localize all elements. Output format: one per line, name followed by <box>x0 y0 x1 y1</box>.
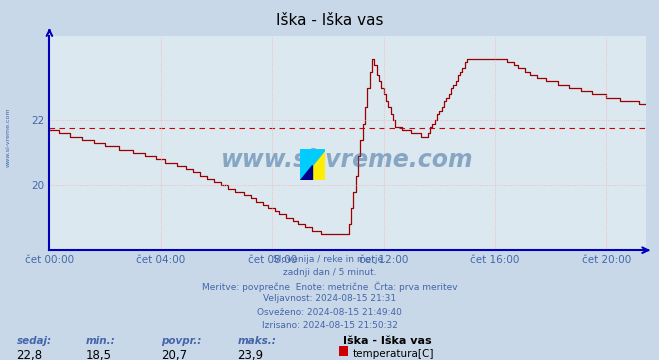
Text: povpr.:: povpr.: <box>161 336 202 346</box>
Text: Iška - Iška vas: Iška - Iška vas <box>343 336 431 346</box>
Text: Veljavnost: 2024-08-15 21:31: Veljavnost: 2024-08-15 21:31 <box>263 294 396 303</box>
Text: 20,7: 20,7 <box>161 349 188 360</box>
Text: maks.:: maks.: <box>237 336 276 346</box>
Polygon shape <box>300 149 325 180</box>
Text: 23,9: 23,9 <box>237 349 264 360</box>
Text: min.:: min.: <box>86 336 115 346</box>
Text: sedaj:: sedaj: <box>16 336 51 346</box>
Text: temperatura[C]: temperatura[C] <box>353 349 434 359</box>
Polygon shape <box>300 165 312 180</box>
Polygon shape <box>300 149 325 180</box>
Text: Iška - Iška vas: Iška - Iška vas <box>275 13 384 28</box>
Text: zadnji dan / 5 minut.: zadnji dan / 5 minut. <box>283 268 376 277</box>
Text: www.si-vreme.com: www.si-vreme.com <box>221 148 474 172</box>
Text: www.si-vreme.com: www.si-vreme.com <box>5 107 11 167</box>
Text: Izrisano: 2024-08-15 21:50:32: Izrisano: 2024-08-15 21:50:32 <box>262 321 397 330</box>
Text: 18,5: 18,5 <box>86 349 111 360</box>
Text: Slovenija / reke in morje.: Slovenija / reke in morje. <box>273 255 386 264</box>
Text: Osveženo: 2024-08-15 21:49:40: Osveženo: 2024-08-15 21:49:40 <box>257 308 402 317</box>
Text: Meritve: povprečne  Enote: metrične  Črta: prva meritev: Meritve: povprečne Enote: metrične Črta:… <box>202 282 457 292</box>
Text: 22,8: 22,8 <box>16 349 43 360</box>
